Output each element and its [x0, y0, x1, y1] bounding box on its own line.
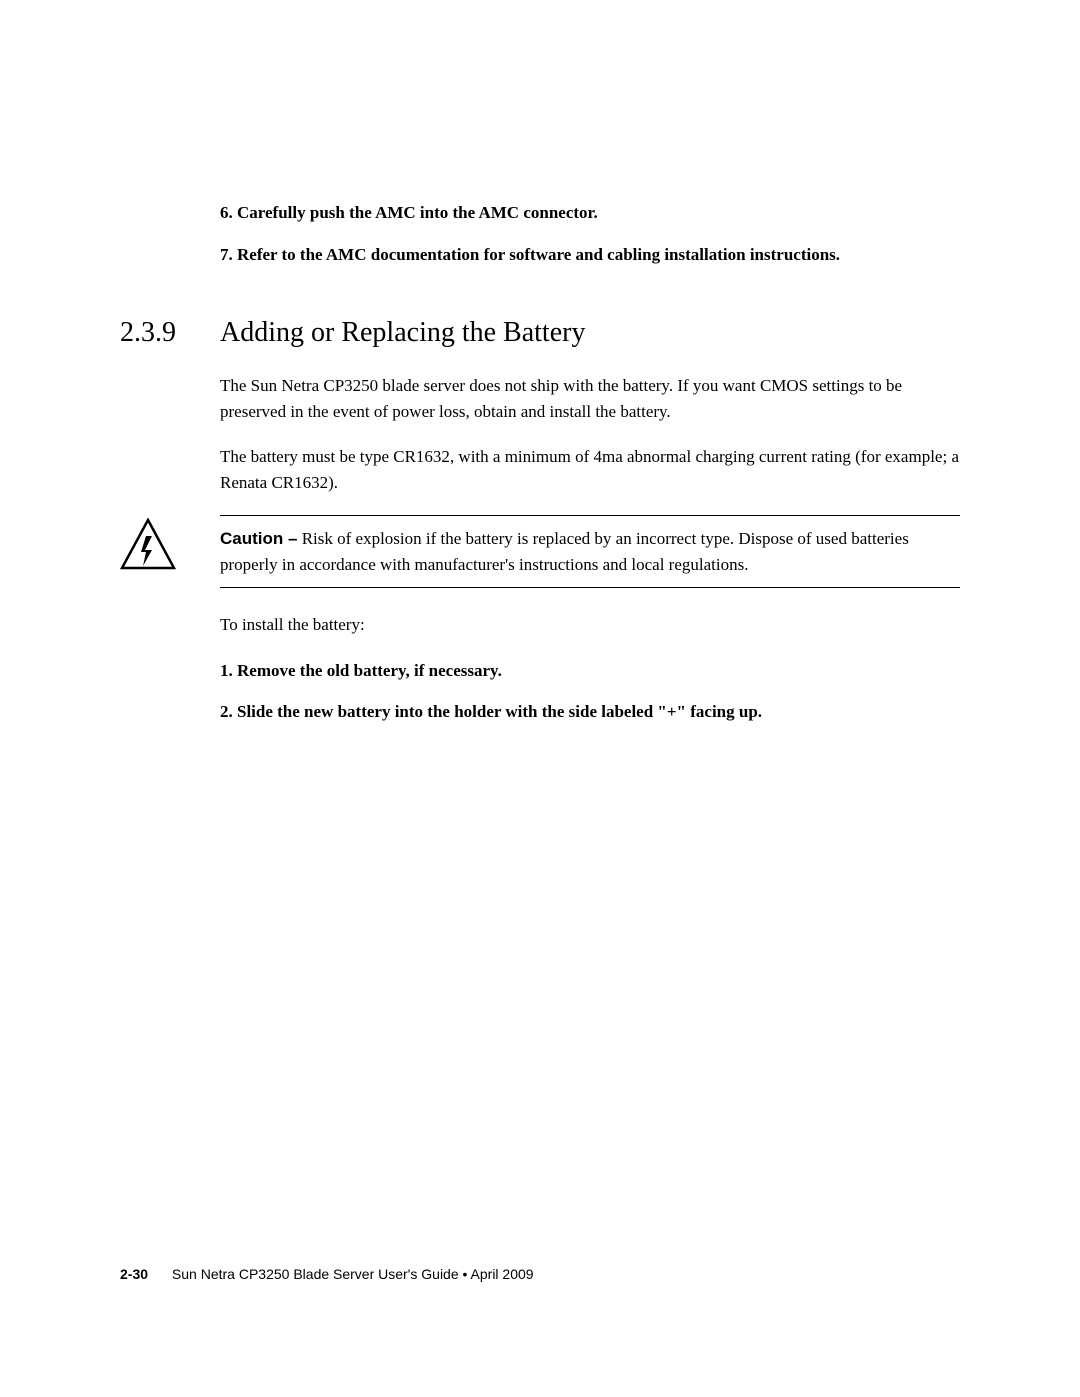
- caution-block: Caution – Risk of explosion if the batte…: [220, 515, 960, 588]
- caution-body: Risk of explosion if the battery is repl…: [220, 529, 909, 574]
- step-number: 7.: [220, 245, 233, 264]
- section-header: 2.3.9 Adding or Replacing the Battery: [120, 317, 960, 349]
- step-number: 6.: [220, 203, 233, 222]
- step-text: Carefully push the AMC into the AMC conn…: [237, 203, 598, 222]
- section-number: 2.3.9: [120, 317, 220, 349]
- caution-text: Caution – Risk of explosion if the batte…: [220, 526, 960, 577]
- step-text: Refer to the AMC documentation for softw…: [237, 245, 840, 264]
- paragraph-2: The battery must be type CR1632, with a …: [220, 444, 960, 495]
- page-number: 2-30: [120, 1266, 148, 1282]
- step-text: Slide the new battery into the holder wi…: [237, 702, 762, 721]
- step-7: 7. Refer to the AMC documentation for so…: [220, 242, 960, 268]
- paragraph-1: The Sun Netra CP3250 blade server does n…: [220, 373, 960, 424]
- section-body: The Sun Netra CP3250 blade server does n…: [220, 373, 960, 725]
- caution-label: Caution –: [220, 529, 297, 548]
- footer-title: Sun Netra CP3250 Blade Server User's Gui…: [172, 1266, 534, 1282]
- section-title: Adding or Replacing the Battery: [220, 317, 585, 349]
- install-step-2: 2. Slide the new battery into the holder…: [220, 699, 960, 725]
- step-text: Remove the old battery, if necessary.: [237, 661, 502, 680]
- caution-icon: [120, 518, 176, 575]
- top-steps-block: 6. Carefully push the AMC into the AMC c…: [220, 200, 960, 267]
- step-number: 2.: [220, 702, 233, 721]
- step-number: 1.: [220, 661, 233, 680]
- step-6: 6. Carefully push the AMC into the AMC c…: [220, 200, 960, 226]
- page-footer: 2-30 Sun Netra CP3250 Blade Server User'…: [120, 1266, 534, 1282]
- install-intro: To install the battery:: [220, 612, 960, 638]
- install-step-1: 1. Remove the old battery, if necessary.: [220, 658, 960, 684]
- document-page: 6. Carefully push the AMC into the AMC c…: [0, 0, 1080, 1397]
